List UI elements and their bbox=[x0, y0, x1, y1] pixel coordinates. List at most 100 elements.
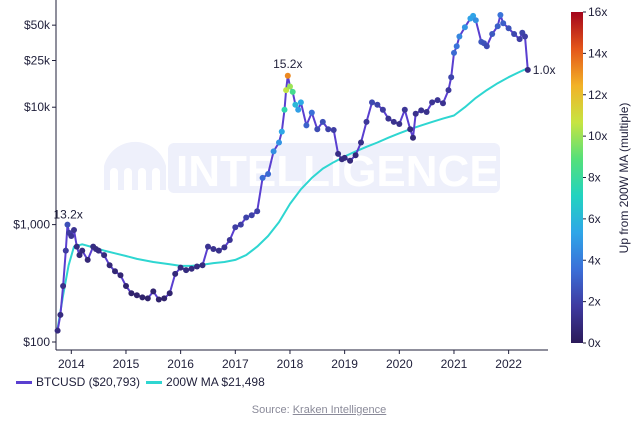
x-tick-label: 2022 bbox=[495, 357, 522, 371]
btcusd-point bbox=[451, 49, 457, 56]
btcusd-point bbox=[84, 256, 91, 263]
x-tick-label: 2015 bbox=[113, 357, 140, 371]
colorbar-label: Up from 200W MA (multiple) bbox=[617, 103, 631, 254]
y-tick-label: $25k bbox=[24, 53, 51, 67]
btcusd-point bbox=[522, 33, 528, 40]
kraken-logo-icon bbox=[104, 141, 166, 190]
btcusd-point bbox=[287, 83, 293, 90]
btcusd-point bbox=[516, 36, 523, 43]
btcusd-point bbox=[221, 244, 228, 251]
btcusd-point bbox=[278, 128, 285, 135]
btcusd-point bbox=[289, 88, 296, 95]
btcusd-point bbox=[177, 264, 184, 271]
btcusd-point bbox=[226, 237, 233, 243]
btcusd-point bbox=[423, 109, 430, 115]
btcusd-point bbox=[358, 139, 364, 146]
btcusd-point bbox=[155, 296, 162, 303]
btcusd-point bbox=[352, 152, 359, 159]
btcusd-point bbox=[314, 126, 321, 133]
btcusd-point bbox=[453, 43, 460, 50]
btcusd-point bbox=[243, 214, 250, 221]
btcusd-point bbox=[232, 224, 239, 231]
btcusd-point bbox=[183, 267, 190, 274]
x-tick-label: 2019 bbox=[331, 357, 358, 371]
multiple-annotation: 15.2x bbox=[273, 57, 302, 71]
btcusd-point bbox=[363, 118, 370, 125]
btcusd-point bbox=[139, 294, 146, 301]
y-axis-ticks: $100 $1,000 $10k $25k $50k bbox=[13, 18, 56, 349]
btcusd-point bbox=[215, 247, 222, 254]
btcusd-point bbox=[470, 12, 477, 19]
btcusd-point bbox=[347, 157, 354, 164]
btcusd-point bbox=[472, 17, 479, 24]
legend-item-ma: 200W MA $21,498 bbox=[146, 375, 265, 389]
btcusd-point bbox=[283, 87, 290, 94]
btcusd-point bbox=[524, 66, 531, 73]
btcusd-point bbox=[448, 74, 455, 81]
btcusd-point bbox=[505, 25, 512, 32]
btcusd-point bbox=[101, 252, 108, 259]
btcusd-point bbox=[57, 311, 64, 318]
x-axis-ticks: 2014 2015 2016 2017 2018 2019 2020 2021 2022 bbox=[58, 350, 522, 371]
btcusd-point bbox=[303, 122, 310, 129]
colorbar-tick-label: 4x bbox=[588, 253, 601, 267]
y-tick-label: $10k bbox=[24, 100, 51, 114]
btcusd-point bbox=[117, 272, 124, 279]
btcusd-point bbox=[106, 262, 113, 269]
colorbar-tick-label: 6x bbox=[588, 212, 601, 226]
btcusd-point bbox=[497, 12, 504, 18]
btcusd-point bbox=[144, 295, 151, 302]
btcusd-point bbox=[128, 290, 135, 297]
btcusd-point bbox=[308, 109, 315, 116]
btcusd-point bbox=[396, 121, 403, 127]
btcusd-point bbox=[429, 99, 436, 106]
btcusd-point bbox=[64, 221, 71, 228]
btcusd-point bbox=[489, 31, 496, 37]
legend-swatch-price bbox=[16, 380, 32, 384]
btcusd-point bbox=[341, 154, 348, 161]
btcusd-point bbox=[511, 31, 518, 37]
btcusd-point bbox=[410, 134, 416, 141]
btcusd-point bbox=[418, 107, 425, 114]
btcusd-point bbox=[276, 139, 282, 146]
btcusd-point bbox=[390, 118, 397, 125]
colorbar-ticks: 0x 2x 4x 6x 8x 10x 12x 14x 16x bbox=[583, 5, 607, 350]
colorbar-tick-label: 10x bbox=[588, 129, 607, 143]
btcusd-point bbox=[281, 106, 288, 113]
btcusd-point bbox=[95, 247, 102, 254]
btcusd-point bbox=[500, 20, 507, 27]
watermark-box bbox=[168, 143, 500, 193]
legend: BTCUSD ($20,793) 200W MA $21,498 bbox=[16, 375, 271, 389]
btcusd-point bbox=[456, 33, 463, 40]
btcusd-point bbox=[172, 270, 179, 277]
colorbar-tick-label: 8x bbox=[588, 171, 601, 185]
source-link[interactable]: Kraken Intelligence bbox=[292, 404, 387, 416]
x-tick-label: 2020 bbox=[386, 357, 413, 371]
btcusd-point bbox=[369, 99, 375, 106]
plot-frame bbox=[55, 0, 548, 351]
btcusd-point bbox=[54, 327, 61, 334]
legend-item-price: BTCUSD ($20,793) bbox=[16, 375, 140, 389]
x-tick-label: 2014 bbox=[58, 357, 85, 371]
btcusd-point bbox=[319, 118, 326, 125]
btcusd-point bbox=[199, 262, 206, 269]
legend-label-price: BTCUSD ($20,793) bbox=[36, 375, 141, 389]
btcusd-point bbox=[166, 290, 173, 297]
annotations: 13.2x 15.2x 1.0x bbox=[54, 57, 556, 222]
colorbar-tick-label: 0x bbox=[588, 336, 601, 350]
colorbar-tick-label: 2x bbox=[588, 295, 601, 309]
series-layer bbox=[54, 12, 531, 334]
x-tick-label: 2021 bbox=[441, 357, 468, 371]
btcusd-point bbox=[71, 227, 77, 233]
btcusd-point bbox=[73, 243, 80, 250]
multiple-annotation: 1.0x bbox=[533, 63, 556, 77]
btcusd-point bbox=[434, 97, 441, 104]
btcusd-point bbox=[401, 106, 408, 113]
btcusd-point bbox=[461, 24, 468, 31]
y-tick-label: $50k bbox=[24, 18, 51, 32]
btcusd-point bbox=[76, 252, 83, 259]
btcusd-point bbox=[297, 99, 304, 106]
btcusd-point bbox=[237, 221, 244, 228]
x-tick-label: 2016 bbox=[167, 357, 194, 371]
